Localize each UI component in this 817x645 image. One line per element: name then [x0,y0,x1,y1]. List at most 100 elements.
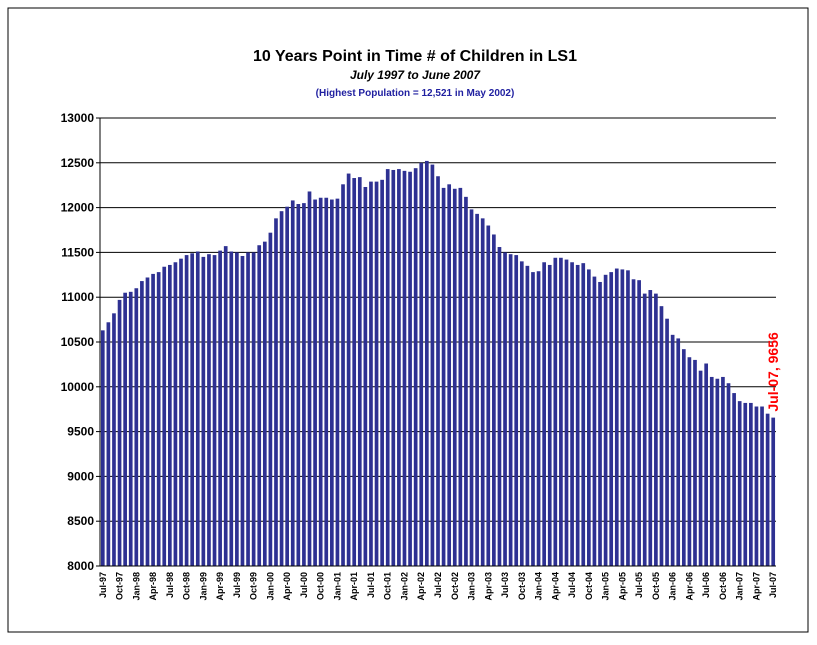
bar [212,255,217,566]
bar [715,378,720,566]
annotation: Jul-07, 9656 [765,332,781,412]
bar [497,247,502,567]
bar [285,206,290,567]
bar [514,255,519,566]
bar [419,162,424,567]
bar [542,262,546,566]
bar [430,164,435,567]
x-tick-label: Jan-98 [131,572,141,601]
bar [519,261,524,566]
bar [436,176,440,567]
bar [447,184,452,566]
bar [765,413,770,566]
y-tick-label: 8500 [67,514,94,528]
x-tick-label: Jul-07 [768,572,778,598]
x-tick-label: Jul-05 [634,572,644,598]
bar [642,293,647,566]
bar [290,200,295,566]
x-tick-label: Jul-06 [701,572,711,598]
x-tick-label: Jan-05 [601,572,611,601]
bar [553,257,558,566]
x-tick-label: Oct-01 [383,572,393,600]
bar [374,181,379,566]
x-tick-label: Jul-98 [165,572,175,598]
bar [335,198,340,566]
bar [369,181,373,566]
bar [525,265,530,566]
bar [492,234,496,567]
bar [413,168,418,566]
bar [458,187,463,566]
bar [637,280,641,566]
x-tick-label: Oct-04 [584,572,594,600]
bar [134,288,139,566]
bar [318,197,323,566]
bar [223,246,228,567]
bar [385,169,390,566]
bar [726,383,731,566]
bar [190,253,195,566]
y-tick-label: 10500 [61,335,95,349]
x-tick-label: Oct-05 [651,572,661,600]
y-tick-label: 13000 [61,111,95,125]
bar [274,218,278,567]
bar [648,290,653,566]
bar [654,293,658,566]
bar [167,264,172,566]
bar [564,259,569,566]
bar [452,188,457,566]
x-tick-label: Apr-98 [148,572,158,601]
bar [207,254,211,566]
bar [732,393,736,566]
x-tick-label: Oct-02 [450,572,460,600]
bar [257,245,262,566]
bar [184,255,189,566]
bar [771,417,776,566]
bar [749,402,753,566]
bar [586,269,591,566]
bar [581,263,586,566]
x-tick-label: Oct-99 [249,572,259,600]
x-tick-label: Jan-06 [668,572,678,601]
bar [380,179,384,566]
bar [145,277,150,566]
bar [123,292,127,566]
bar [475,213,479,566]
x-tick-label: Apr-99 [215,572,225,601]
y-tick-label: 12500 [61,156,95,170]
bar [341,184,345,566]
y-tick-label: 11500 [61,245,94,259]
bar [631,279,636,566]
bar [709,376,714,566]
bar [173,262,178,566]
bar [670,334,675,566]
x-tick-label: Jul-01 [366,572,376,598]
bar [408,171,412,566]
x-tick-label: Apr-01 [349,572,359,601]
bar [469,209,474,566]
bar [357,177,362,567]
x-tick-label: Jul-04 [567,572,577,598]
bar [391,169,396,566]
bar [687,357,692,566]
bar [743,402,748,566]
bar [598,281,602,566]
chart-note: (Highest Population = 12,521 in May 2002… [316,88,515,99]
bar [346,173,351,566]
bar [363,186,368,566]
x-tick-label: Jul-97 [98,572,108,598]
x-tick-label: Oct-03 [517,572,527,600]
bar [559,257,563,566]
x-tick-label: Apr-07 [751,572,761,601]
bar [698,370,703,566]
bar [302,203,306,566]
bar [246,252,250,566]
bar [760,406,764,566]
bar [464,196,468,566]
bar [508,254,513,566]
bar [547,264,552,566]
bar [112,313,116,566]
x-tick-label: Apr-00 [282,572,292,601]
bar [235,252,239,566]
